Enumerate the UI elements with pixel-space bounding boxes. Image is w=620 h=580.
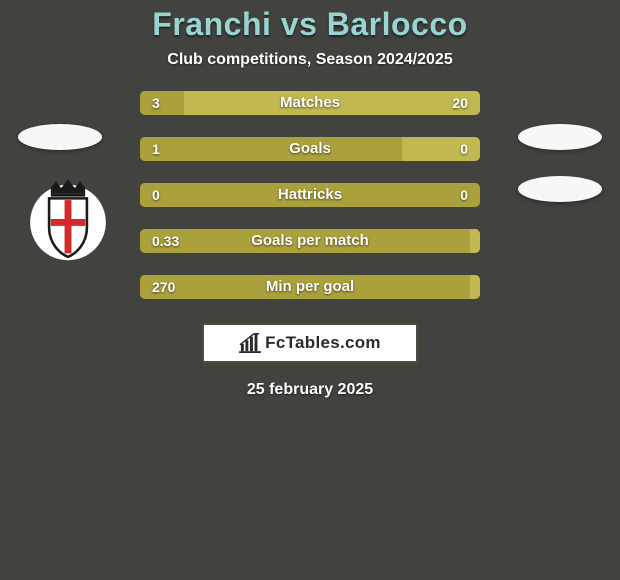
stat-label: Goals per match [140, 229, 480, 253]
subtitle: Club competitions, Season 2024/2025 [0, 51, 620, 69]
stat-row: 00Hattricks [140, 183, 480, 207]
stat-row: 0.33Goals per match [140, 229, 480, 253]
stat-label: Min per goal [140, 275, 480, 299]
title-player-left: Franchi [152, 6, 271, 42]
stat-label: Goals [140, 137, 480, 161]
player-photo-left-placeholder [18, 124, 102, 150]
stats-list: 320Matches 10Goals 00Hattricks 0.33Goals pe… [140, 91, 480, 299]
title-vs: vs [271, 6, 326, 42]
stat-row: 320Matches [140, 91, 480, 115]
stat-label: Matches [140, 91, 480, 115]
stat-label: Hattricks [140, 183, 480, 207]
page-title: Franchi vs Barlocco [0, 6, 620, 43]
stat-row: 10Goals [140, 137, 480, 161]
generated-date: 25 february 2025 [0, 381, 620, 399]
stat-row: 270Min per goal [140, 275, 480, 299]
bar-chart-icon [239, 333, 261, 353]
player-photo-right-placeholder [518, 124, 602, 150]
club-badge-left [25, 176, 111, 262]
comparison-card: Franchi vs Barlocco Club competitions, S… [0, 0, 620, 580]
title-player-right: Barlocco [327, 6, 468, 42]
brand-text: FcTables.com [265, 333, 381, 353]
shield-icon [25, 176, 111, 262]
club-badge-right-placeholder [518, 176, 602, 202]
brand-box[interactable]: FcTables.com [202, 323, 418, 363]
